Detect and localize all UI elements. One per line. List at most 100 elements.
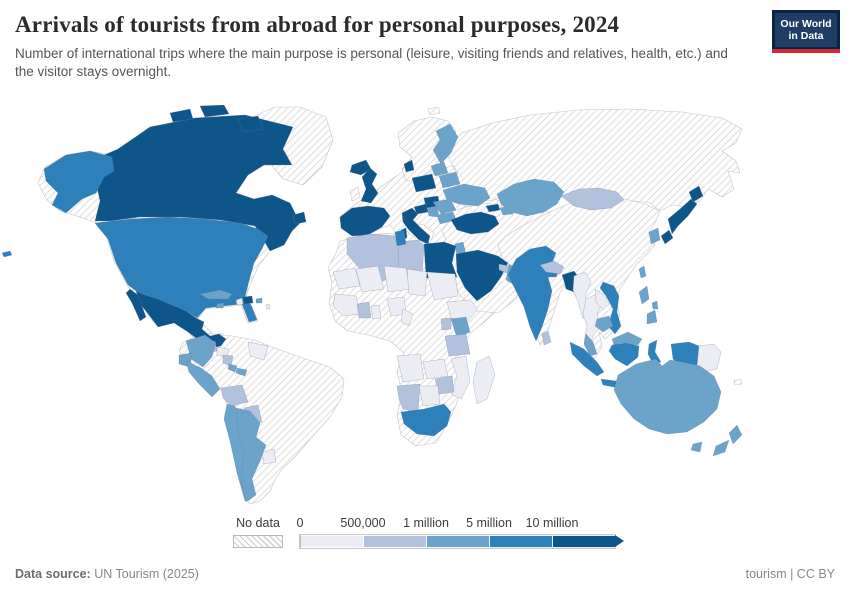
country-madagascar[interactable]	[472, 355, 496, 405]
country-poland[interactable]	[411, 173, 437, 193]
legend-seg-1[interactable]	[363, 535, 426, 548]
country-canada-arctic-3[interactable]	[237, 115, 264, 133]
country-new-zealand-south[interactable]	[712, 439, 730, 457]
country-mexico[interactable]	[135, 290, 227, 349]
legend-no-data-swatch[interactable]	[233, 535, 283, 548]
country-niger[interactable]	[383, 265, 411, 293]
country-sri-lanka[interactable]	[541, 330, 552, 346]
page-title: Arrivals of tourists from abroad for per…	[15, 12, 620, 37]
country-philippines-visayas[interactable]	[651, 300, 659, 310]
country-malaysia-peninsula[interactable]	[583, 333, 598, 357]
country-guyana-suriname[interactable]	[247, 341, 269, 361]
country-baltics[interactable]	[430, 161, 449, 177]
country-west-africa[interactable]	[332, 293, 361, 317]
map-legend: No data 0 500,000 1 million 5 million 10…	[0, 514, 850, 556]
country-australia-tasmania[interactable]	[690, 441, 703, 453]
country-dominican-republic[interactable]	[242, 295, 254, 305]
country-peru[interactable]	[185, 360, 221, 398]
country-canada-newfoundland[interactable]	[292, 211, 307, 225]
country-puerto-rico[interactable]	[255, 297, 263, 304]
chart-subtitle: Number of international trips where the …	[15, 46, 728, 79]
country-south-korea[interactable]	[648, 227, 661, 245]
country-namibia[interactable]	[396, 383, 421, 413]
country-mauritania[interactable]	[332, 267, 361, 290]
country-iceland[interactable]	[349, 159, 372, 176]
country-cuba[interactable]	[199, 289, 233, 300]
legend-seg-2[interactable]	[426, 535, 489, 548]
country-japan-hokkaido[interactable]	[688, 185, 704, 203]
legend-tick-1: 500,000	[340, 516, 386, 530]
owid-logo-redbar	[772, 49, 840, 53]
country-vietnam[interactable]	[599, 281, 622, 335]
country-mali[interactable]	[355, 265, 385, 293]
country-laos[interactable]	[594, 288, 610, 311]
country-south-africa[interactable]	[400, 403, 452, 437]
country-spain-portugal[interactable]	[339, 205, 391, 237]
country-mongolia[interactable]	[560, 187, 625, 211]
country-canada-arctic-1[interactable]	[169, 108, 194, 123]
country-sudan[interactable]	[426, 271, 459, 301]
country-cambodia[interactable]	[594, 315, 614, 333]
country-panama[interactable]	[235, 367, 248, 377]
country-turkey[interactable]	[450, 211, 500, 235]
country-haiti[interactable]	[235, 297, 244, 306]
world-map	[0, 104, 850, 510]
legend-color-bar	[299, 534, 616, 549]
country-cameroon[interactable]	[400, 308, 414, 327]
country-jamaica[interactable]	[215, 302, 225, 309]
country-taiwan[interactable]	[638, 265, 647, 279]
country-argentina[interactable]	[235, 407, 267, 503]
country-ethiopia[interactable]	[446, 299, 479, 323]
country-australia[interactable]	[613, 358, 722, 435]
country-lesser-antilles[interactable]	[265, 303, 271, 310]
country-kazakhstan[interactable]	[496, 178, 565, 217]
legend-seg-0[interactable]	[300, 535, 363, 548]
country-finland[interactable]	[432, 123, 459, 165]
country-uk[interactable]	[360, 167, 379, 204]
country-mexico-baja[interactable]	[125, 288, 147, 322]
country-tunisia[interactable]	[394, 229, 407, 247]
country-indonesia-kalimantan[interactable]	[608, 342, 640, 367]
island-new-caledonia-nodata[interactable]	[733, 378, 743, 386]
country-georgia[interactable]	[485, 203, 501, 213]
country-uruguay[interactable]	[261, 448, 277, 465]
country-canada-arctic-2[interactable]	[199, 104, 230, 118]
owid-logo[interactable]: Our World in Data	[772, 10, 840, 53]
country-costa-rica[interactable]	[227, 363, 238, 373]
country-ghana[interactable]	[370, 304, 382, 320]
country-saudi-arabia[interactable]	[455, 249, 509, 302]
footer: Data source: UN Tourism (2025) tourism |…	[15, 567, 835, 581]
country-mozambique[interactable]	[450, 355, 471, 400]
data-source-value[interactable]: UN Tourism (2025)	[94, 567, 199, 581]
country-zambia[interactable]	[422, 358, 449, 380]
country-denmark[interactable]	[403, 159, 415, 173]
island-svalbard-nodata[interactable]	[427, 106, 441, 116]
country-usa-alaska[interactable]	[43, 150, 115, 214]
country-cote-divoire[interactable]	[356, 301, 372, 319]
country-philippines-luzon[interactable]	[638, 285, 650, 305]
license-note[interactable]: tourism | CC BY	[745, 567, 835, 581]
country-bolivia[interactable]	[220, 384, 249, 407]
country-indonesia-sulawesi[interactable]	[647, 339, 662, 365]
country-japan-honshu[interactable]	[667, 198, 698, 235]
country-kenya[interactable]	[450, 316, 471, 339]
country-uganda[interactable]	[440, 317, 452, 331]
country-japan-kyushu[interactable]	[660, 229, 674, 245]
country-new-zealand-north[interactable]	[728, 424, 743, 445]
country-nepal[interactable]	[539, 260, 565, 275]
country-botswana[interactable]	[418, 385, 441, 407]
island-ireland-nodata[interactable]	[349, 186, 361, 202]
country-indonesia-sumatra[interactable]	[569, 341, 605, 377]
legend-tick-4: 10 million	[525, 516, 579, 530]
country-usa-hawaii[interactable]	[1, 250, 13, 258]
country-tanzania[interactable]	[444, 333, 471, 357]
data-source[interactable]: Data source: UN Tourism (2025)	[15, 567, 199, 581]
country-chad[interactable]	[406, 268, 428, 297]
legend-seg-4[interactable]	[552, 535, 615, 548]
country-belarus[interactable]	[438, 171, 461, 189]
country-philippines-mindanao[interactable]	[646, 309, 658, 325]
country-uae[interactable]	[498, 263, 510, 274]
country-angola[interactable]	[396, 353, 425, 383]
legend-seg-3[interactable]	[489, 535, 552, 548]
country-romania[interactable]	[432, 198, 457, 215]
